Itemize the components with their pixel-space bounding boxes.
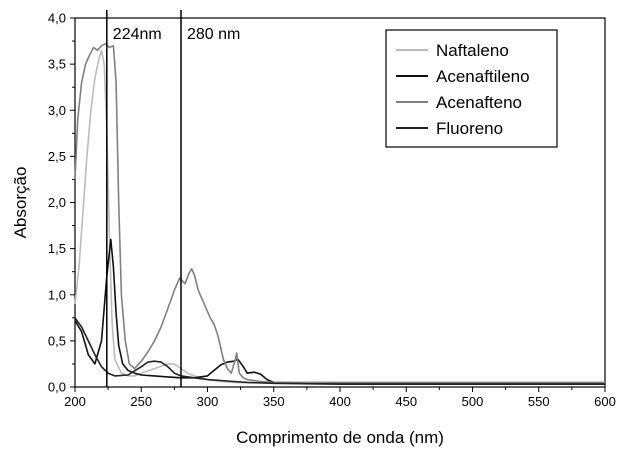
x-tick-label: 450 — [395, 394, 417, 409]
series-line-3 — [74, 317, 605, 386]
x-tick-label: 250 — [130, 394, 152, 409]
x-axis-title: Comprimento de onda (nm) — [236, 428, 444, 447]
x-tick-label: 200 — [64, 394, 86, 409]
annotation-label: 280 nm — [187, 26, 240, 43]
y-tick-label: 2,5 — [48, 149, 66, 164]
y-axis-title: Absorção — [11, 167, 30, 239]
annotation-layer: 224nm 280 nm — [106, 10, 240, 387]
legend-label: Fluoreno — [436, 119, 503, 138]
legend: Naftaleno Acenaftileno Acenafteno Fluoreno — [385, 29, 558, 148]
y-tick-label: 0,5 — [48, 333, 66, 348]
x-tick-label: 350 — [263, 394, 285, 409]
plot-axes: 200 250 300 350 400 450 500 550 600 0,0 0,5 1,0 1,5 2… — [48, 11, 616, 410]
x-tick-label: 550 — [528, 394, 550, 409]
legend-label: Acenaftileno — [436, 67, 530, 86]
y-tick-label: 1,0 — [48, 287, 66, 302]
x-tick-label: 400 — [329, 394, 351, 409]
x-tick-label: 300 — [197, 394, 219, 409]
y-tick-label: 4,0 — [48, 11, 66, 26]
annotation-label: 224nm — [113, 26, 162, 43]
legend-label: Naftaleno — [436, 41, 509, 60]
series-line-2 — [74, 42, 605, 384]
y-tick-label: 3,0 — [48, 103, 66, 118]
y-tick-label: 2,0 — [48, 195, 66, 210]
y-tick-label: 1,5 — [48, 241, 66, 256]
y-tick-label: 0,0 — [48, 380, 66, 395]
legend-label: Acenafteno — [436, 93, 522, 112]
y-tick-label: 3,5 — [48, 57, 66, 72]
x-tick-label: 500 — [462, 394, 484, 409]
x-tick-label: 600 — [594, 394, 616, 409]
series-line-0 — [74, 49, 605, 385]
